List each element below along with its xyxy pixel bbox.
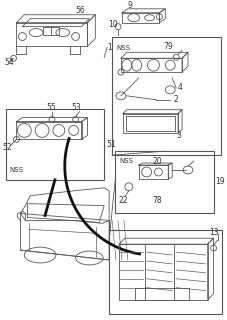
Text: 78: 78 <box>152 196 161 205</box>
Text: 55: 55 <box>46 103 56 112</box>
Bar <box>43 27 59 35</box>
Text: NSS: NSS <box>10 167 23 173</box>
Text: 1: 1 <box>107 43 111 52</box>
Text: 20: 20 <box>152 156 161 165</box>
Bar <box>115 151 213 212</box>
Text: 19: 19 <box>215 177 224 186</box>
Text: 51: 51 <box>106 140 115 149</box>
Text: 2: 2 <box>173 95 177 104</box>
Text: 54: 54 <box>5 58 14 67</box>
Text: 56: 56 <box>75 6 85 15</box>
Text: NSS: NSS <box>118 158 132 164</box>
Text: 79: 79 <box>163 42 172 51</box>
Text: 3: 3 <box>175 131 180 140</box>
Text: 52: 52 <box>3 143 12 152</box>
Bar <box>109 230 222 314</box>
Bar <box>134 288 188 300</box>
Text: NSS: NSS <box>116 45 129 52</box>
Text: 4: 4 <box>177 84 182 92</box>
Text: 22: 22 <box>118 196 128 205</box>
Text: 53: 53 <box>71 103 81 112</box>
Bar <box>6 109 104 180</box>
Bar <box>112 36 220 155</box>
Text: 9: 9 <box>127 1 132 10</box>
Text: 10: 10 <box>108 20 117 29</box>
Text: 13: 13 <box>209 228 218 237</box>
